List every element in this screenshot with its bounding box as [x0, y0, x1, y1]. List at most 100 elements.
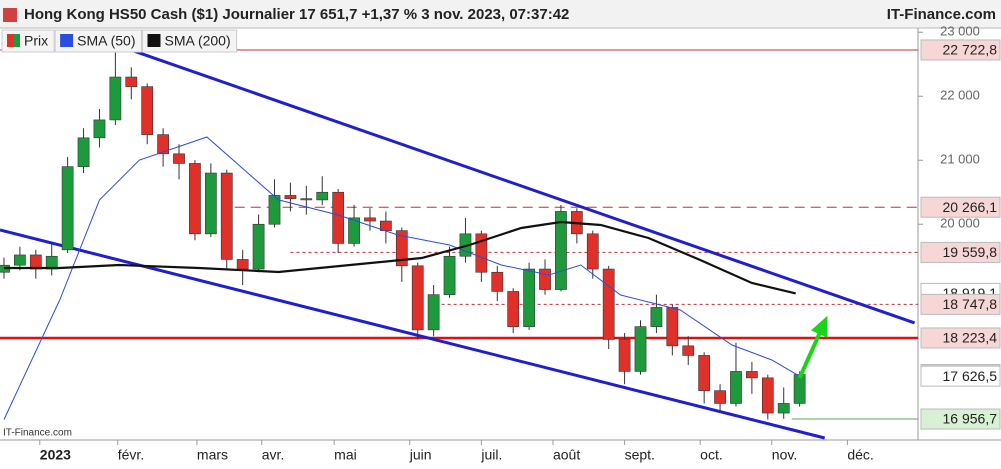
- x-tick-label: déc.: [847, 447, 873, 463]
- level-label: 16 956,7: [943, 411, 998, 427]
- x-tick-label: juin: [409, 447, 432, 463]
- candle-body: [189, 163, 201, 235]
- candle-body: [698, 355, 711, 391]
- header-bg: [0, 0, 1001, 28]
- sma-line: [3, 136, 800, 420]
- candle-body: [427, 294, 440, 331]
- candle-body: [555, 211, 567, 290]
- candle-body: [475, 233, 488, 273]
- candle-body: [93, 119, 106, 139]
- legend-swatch: [147, 34, 161, 47]
- candle-body: [793, 374, 806, 404]
- x-tick-label: juil.: [480, 447, 502, 463]
- candle-body: [252, 223, 265, 270]
- candle-body: [220, 172, 233, 260]
- legend-swatch: [7, 34, 13, 47]
- candle-body: [650, 307, 663, 327]
- candle-body: [777, 403, 790, 414]
- level-box: [920, 408, 1001, 430]
- candle-body: [666, 307, 679, 347]
- x-tick-label: sept.: [625, 447, 655, 463]
- candle-body: [523, 268, 535, 327]
- level-label: 18 747,8: [943, 296, 998, 312]
- arrow-head: [811, 315, 828, 338]
- level-label: 19 559,8: [943, 244, 998, 260]
- candle-body: [300, 198, 313, 201]
- level-box: [920, 39, 1001, 61]
- candle-body: [443, 255, 456, 295]
- legend-item[interactable]: SMA (50): [54, 29, 142, 53]
- candle-body: [602, 268, 615, 340]
- candle-body: [173, 153, 185, 164]
- legend-item[interactable]: SMA (200): [141, 29, 238, 53]
- y-tick-label: 23 000: [940, 24, 980, 39]
- candle-body: [204, 172, 217, 235]
- candle-body: [141, 86, 154, 135]
- candle-body: [109, 76, 122, 121]
- candle-body: [682, 345, 695, 356]
- candle-body: [348, 217, 360, 244]
- candle-body: [364, 217, 376, 222]
- level-label: 22 722,8: [943, 42, 998, 58]
- candle-body: [236, 259, 249, 270]
- candle-body: [125, 76, 138, 87]
- candle-body: [268, 195, 281, 225]
- legend-item[interactable]: Prix: [1, 29, 55, 53]
- candle-body: [61, 166, 74, 251]
- legend-label: SMA (200): [164, 33, 230, 49]
- legend-label: Prix: [24, 33, 48, 49]
- level-box: [920, 196, 1001, 218]
- sma-line: [4, 220, 796, 295]
- level-label: 20 266,1: [943, 199, 998, 215]
- y-tick-label: 20 000: [940, 216, 980, 231]
- y-tick-label: 22 000: [940, 88, 980, 103]
- candle-body: [411, 265, 424, 331]
- x-tick-label: avr.: [262, 447, 285, 463]
- candle-body: [507, 291, 520, 327]
- candle-body: [539, 268, 551, 290]
- overlay: 23 000 22 000 21 000 20 000 2023 févr. mars avr…: [1, 24, 1001, 463]
- candle-body: [746, 371, 758, 379]
- candle-body: [14, 254, 26, 266]
- candle-body: [284, 195, 297, 199]
- level-label: 17 626,5: [943, 368, 998, 384]
- candle-body: [157, 134, 169, 155]
- x-tick-label: mars: [197, 447, 228, 463]
- source: IT-Finance.com: [887, 6, 996, 23]
- x-tick-label: août: [553, 447, 580, 463]
- x-tick-label: nov.: [772, 447, 797, 463]
- candle-body: [634, 326, 647, 372]
- candle-body: [761, 377, 774, 414]
- x-tick-label: 2023: [40, 447, 71, 463]
- candle-body: [618, 339, 631, 372]
- candle-body: [730, 371, 742, 404]
- plot: [0, 46, 918, 440]
- candle-body: [491, 271, 504, 292]
- legend-label: SMA (50): [77, 33, 135, 49]
- candle-body: [77, 137, 90, 167]
- level-box: [920, 365, 1001, 387]
- level-box: [920, 241, 1001, 263]
- legend-swatch: [13, 34, 20, 47]
- candle-body: [395, 230, 408, 267]
- legend-bg: [54, 29, 142, 53]
- chart-title: Hong Kong HS50 Cash ($1) Journalier 17 6…: [24, 6, 569, 23]
- x-tick-label: févr.: [118, 447, 144, 463]
- candle-body: [332, 191, 345, 244]
- legend-bg: [141, 29, 238, 53]
- watermark: IT-Finance.com: [3, 428, 72, 439]
- y-tick-label: 21 000: [940, 152, 980, 167]
- candle-body: [316, 191, 329, 201]
- arrow-shaft: [797, 330, 823, 379]
- candle-body: [586, 233, 599, 270]
- trendline: [124, 46, 916, 325]
- logo: [3, 8, 17, 22]
- x-tick-label: mai: [334, 447, 357, 463]
- level-box: [920, 327, 1001, 349]
- level-label: 18 223,4: [943, 330, 998, 346]
- x-tick-label: oct.: [700, 447, 723, 463]
- legend-swatch: [60, 34, 74, 47]
- candle-body: [714, 390, 726, 404]
- level-box: [920, 293, 1001, 315]
